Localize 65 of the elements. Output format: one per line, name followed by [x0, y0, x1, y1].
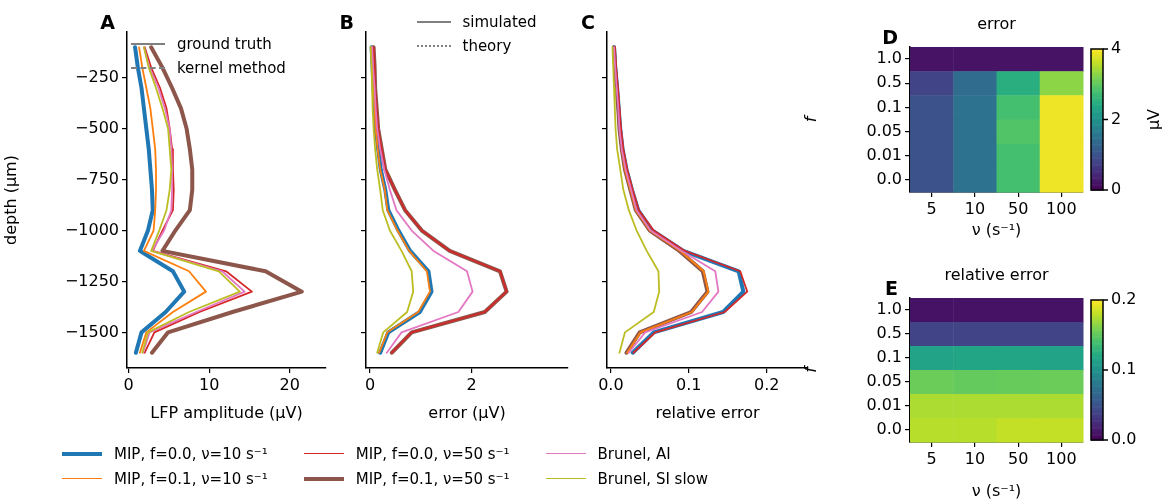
y-tick-label: 1.0	[876, 299, 902, 319]
color-bar-label: 2	[1111, 108, 1122, 128]
x-tick-label: 2	[466, 374, 477, 394]
x-axis-title: ν (s⁻¹)	[971, 219, 1022, 239]
y-tick-label: −1500	[64, 321, 119, 341]
y-axis-title: depth (µm)	[0, 155, 20, 245]
x-tick-label: 0	[364, 374, 376, 394]
y-tick-label: 0.1	[876, 96, 902, 116]
x-tick-label: 10	[964, 198, 986, 218]
color-bar-label: 0	[1111, 179, 1122, 199]
color-bar-title: µV	[1144, 108, 1162, 131]
x-axis-title: ν (s⁻¹)	[971, 480, 1022, 500]
x-tick-label: 5	[926, 448, 937, 468]
x-axis-title: error (µV)	[428, 402, 506, 422]
y-tick-label: 0.0	[876, 169, 902, 189]
y-tick-label: −1000	[64, 219, 119, 239]
x-tick-label: 100	[1046, 448, 1077, 468]
x-tick-label: 100	[1046, 198, 1077, 218]
y-tick-label: 0.1	[876, 347, 902, 367]
text: C	[581, 11, 595, 34]
chart-title: relative error	[944, 265, 1050, 285]
legend-label: Brunel, SI slow	[597, 469, 709, 488]
y-tick-label: 0.5	[876, 323, 902, 343]
legend-label: MIP, f=0.1, ν=10 s⁻¹	[114, 469, 268, 488]
x-tick-label: 20	[279, 374, 300, 394]
legend-label: Brunel, AI	[597, 444, 671, 463]
x-tick-label: 0	[123, 374, 134, 394]
legend-label: MIP, f=0.0, ν=50 s⁻¹	[355, 444, 510, 463]
y-tick-label: −750	[75, 168, 119, 188]
y-tick-label: 0.05	[866, 371, 902, 391]
y-tick-label: 0.01	[866, 395, 902, 415]
text: D	[882, 26, 898, 49]
x-tick-label: 50	[1007, 198, 1029, 218]
x-axis-title: relative error	[655, 402, 761, 422]
y-tick-label: −250	[75, 66, 119, 86]
legend-label: theory	[462, 36, 512, 57]
color-bar-label: 4	[1111, 38, 1122, 58]
y-tick-label: 0.0	[876, 419, 902, 439]
x-tick-label: 0.0	[598, 374, 624, 394]
legend-label: kernel method	[176, 58, 286, 79]
x-tick-label: 10	[964, 448, 986, 468]
y-tick-label: 0.01	[866, 144, 902, 164]
x-tick-label: 0.2	[753, 374, 780, 394]
y-tick-label: 1.0	[876, 48, 902, 68]
legend-label: MIP, f=0.1, ν=50 s⁻¹	[355, 469, 510, 488]
y-tick-label: 0.5	[876, 72, 902, 92]
legend-label: simulated	[462, 12, 537, 33]
y-axis-title: f	[800, 114, 820, 123]
legend-label: MIP, f=0.0, ν=10 s⁻¹	[114, 444, 268, 463]
x-tick-label: 50	[1007, 448, 1029, 468]
x-axis-title: LFP amplitude (µV)	[150, 402, 303, 422]
x-tick-label: 10	[199, 374, 220, 394]
color-bar-label: 0.0	[1111, 429, 1137, 449]
chart-title: error	[977, 14, 1017, 34]
text: A	[100, 11, 116, 34]
text: B	[339, 11, 354, 34]
y-tick-label: −500	[75, 117, 119, 137]
color-bar-label: 0.2	[1111, 289, 1137, 309]
y-tick-label: 0.05	[866, 120, 902, 140]
y-tick-label: −1250	[64, 270, 119, 290]
text: E	[885, 277, 898, 300]
legend-label: ground truth	[176, 34, 272, 55]
color-bar-label: 0.1	[1111, 359, 1137, 379]
x-tick-label: 5	[926, 198, 937, 218]
x-tick-label: 0.1	[676, 374, 702, 394]
